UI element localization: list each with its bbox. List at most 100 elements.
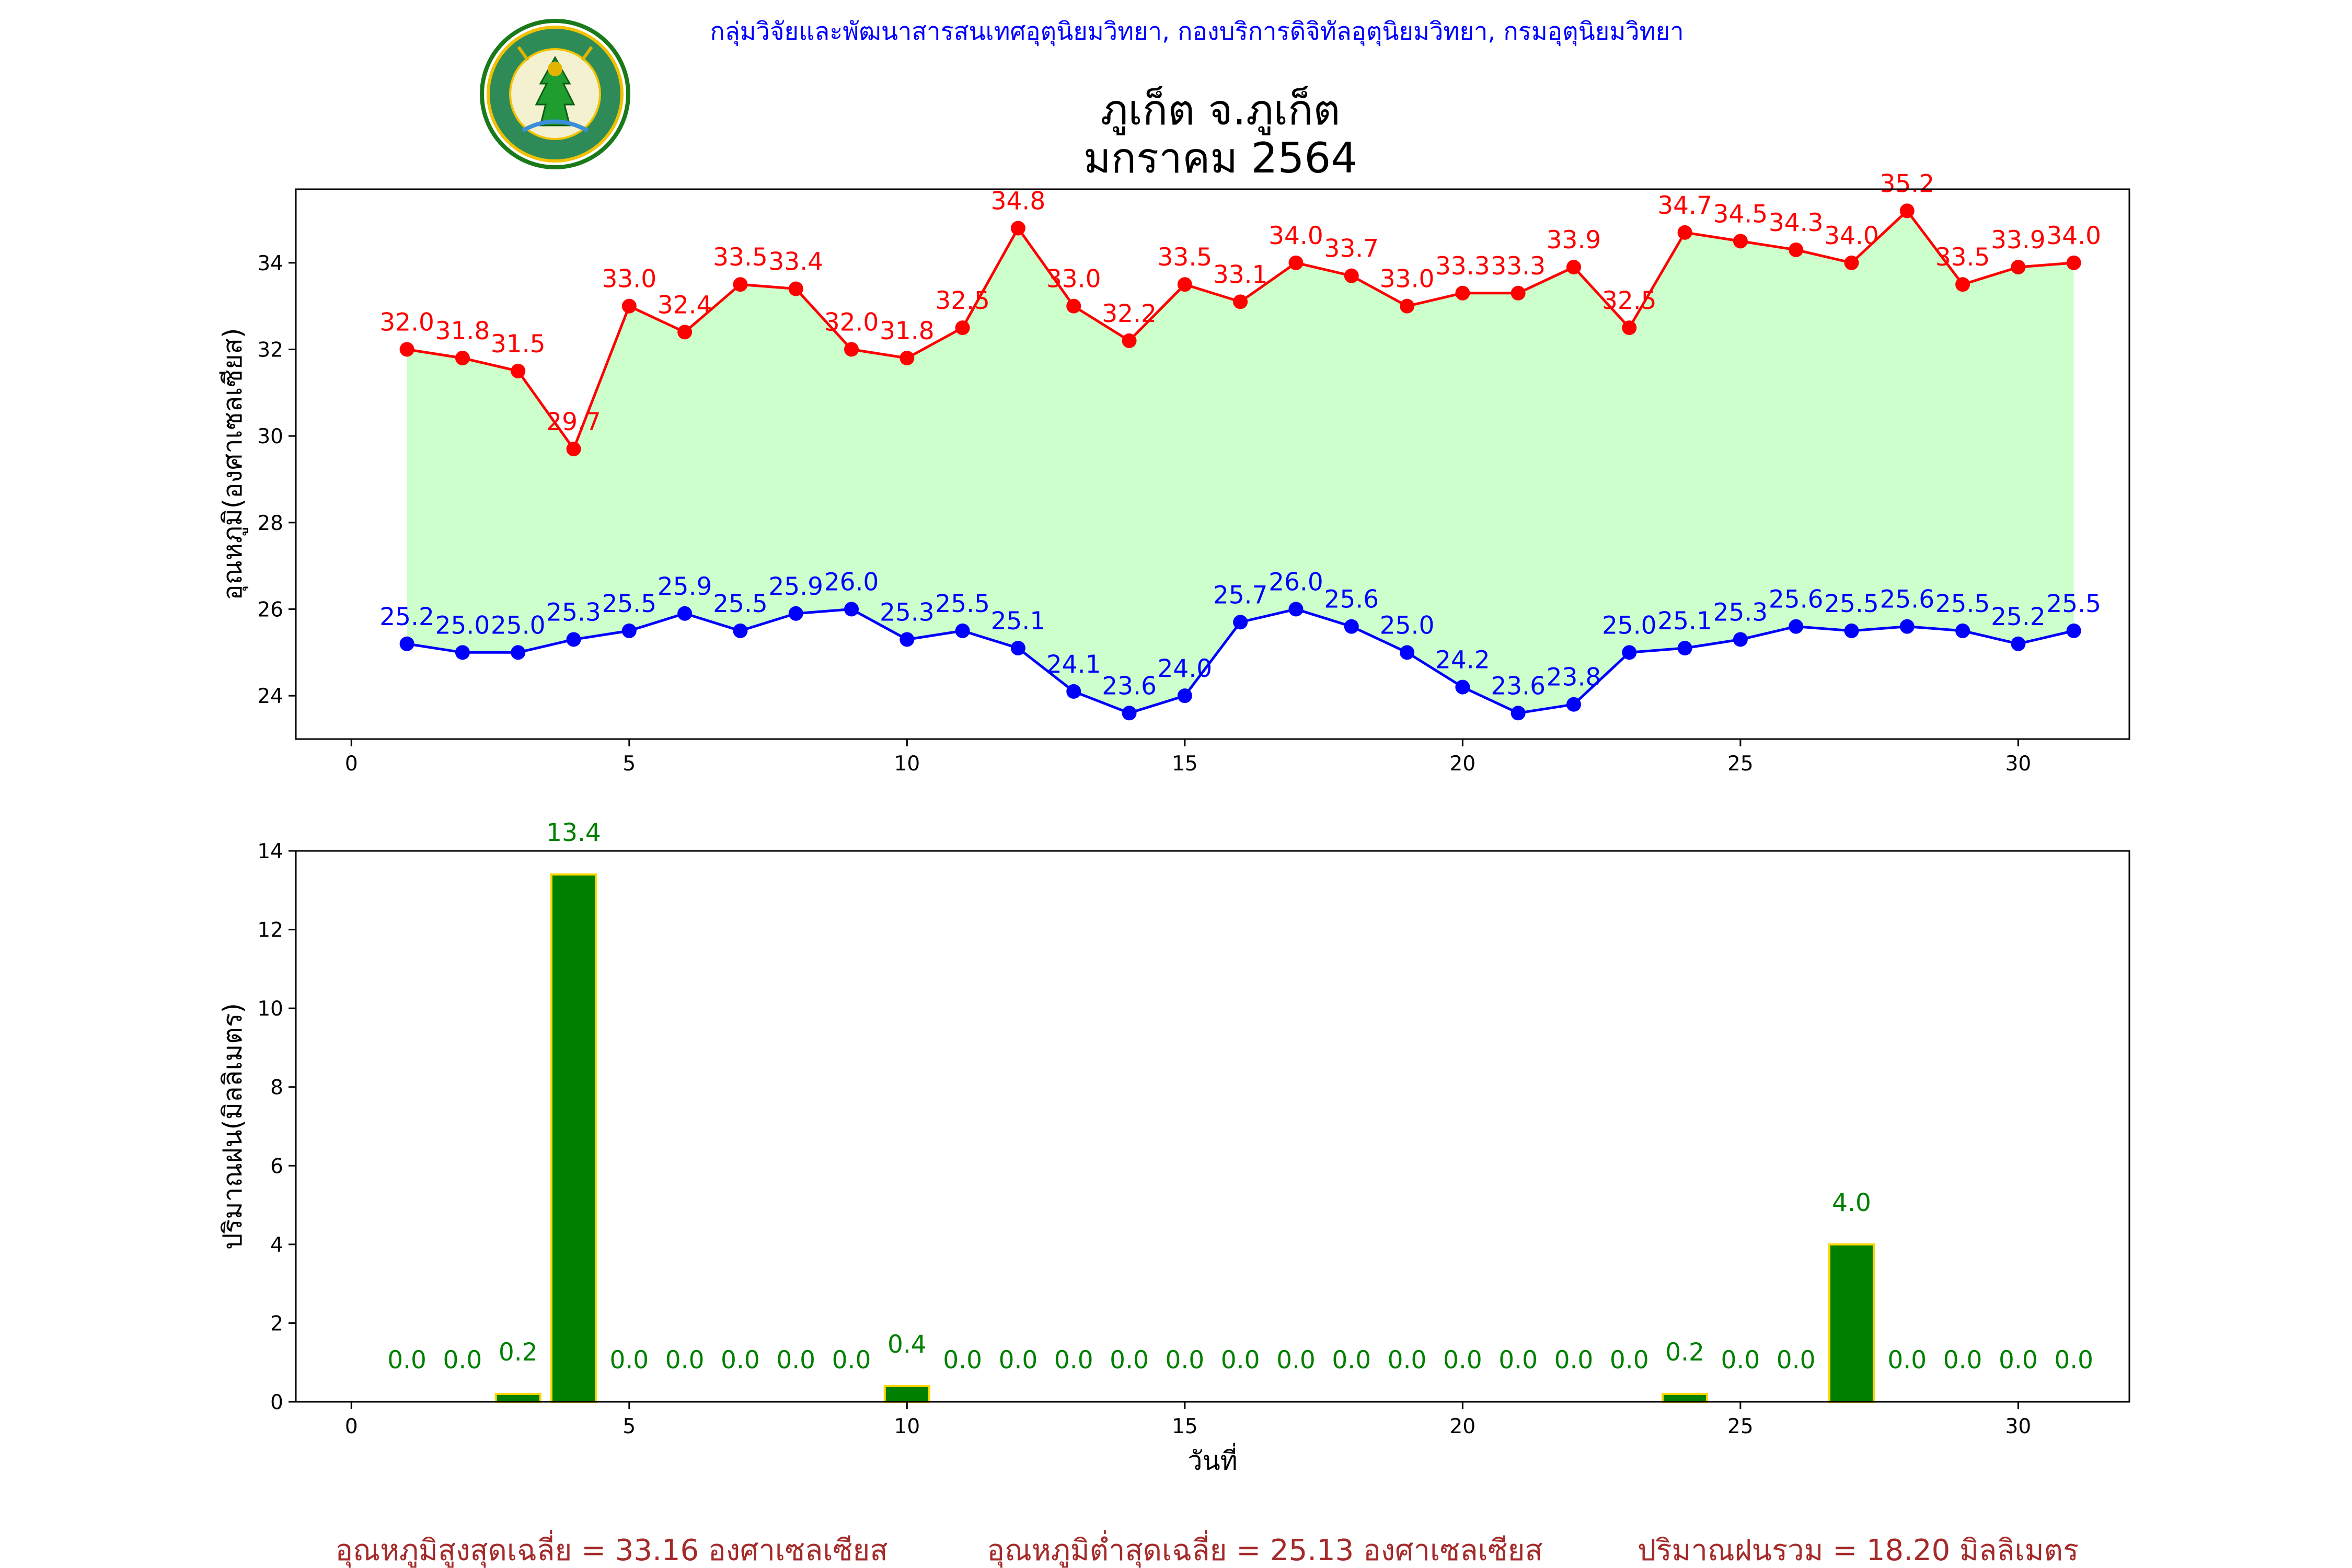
temperature-min-point [2011, 636, 2026, 651]
temperature-min-label: 25.5 [935, 590, 990, 618]
temperature-min-point [1622, 645, 1637, 660]
temperature-min-label: 23.6 [1102, 672, 1157, 700]
rainfall-y-tick-label: 8 [270, 1076, 283, 1100]
rainfall-value-label: 0.0 [1943, 1346, 1982, 1375]
temperature-max-point [1733, 234, 1748, 249]
temperature-max-label: 33.3 [1491, 252, 1546, 281]
temperature-min-label: 25.0 [1602, 611, 1657, 640]
temperature-min-point [1566, 697, 1581, 712]
temperature-plot-frame [295, 188, 2130, 740]
rainfall-y-tick-label: 10 [257, 997, 283, 1021]
rainfall-x-tick-label: 15 [1172, 1415, 1198, 1438]
temperature-max-point [1455, 285, 1470, 301]
temperature-max-label: 32.2 [1102, 299, 1157, 328]
chart-title-month: มกราคม 2564 [1083, 134, 1357, 182]
temperature-max-point [1177, 277, 1192, 292]
temperature-max-point [2066, 255, 2081, 270]
temperature-max-point [1400, 298, 1415, 314]
temperature-y-tick-label: 30 [257, 425, 283, 448]
rainfall-bar [883, 1385, 930, 1403]
temperature-y-tick-label: 24 [257, 685, 283, 708]
temperature-min-point [1177, 688, 1192, 704]
rainfall-value-label: 0.0 [943, 1346, 982, 1375]
temperature-max-point [1955, 277, 1970, 292]
temperature-max-point [511, 363, 526, 378]
temperature-min-label: 25.9 [658, 572, 712, 601]
temperature-y-axis-title: อุณหภูมิ(องศาเซลเซียส) [217, 328, 248, 600]
temperature-max-label: 29.7 [546, 408, 601, 436]
temperature-max-label: 31.8 [435, 317, 490, 345]
temperature-min-label: 25.5 [602, 590, 656, 618]
temperature-max-label: 33.5 [1935, 243, 1990, 272]
temperature-max-label: 35.2 [1880, 169, 1934, 198]
temperature-max-point [1066, 298, 1081, 314]
temperature-max-point [1622, 320, 1637, 336]
temperature-min-label: 25.0 [1380, 611, 1435, 640]
rainfall-x-tick-label: 20 [1450, 1415, 1476, 1438]
temperature-min-point [1233, 615, 1248, 630]
temperature-max-label: 34.7 [1657, 191, 1712, 220]
temperature-max-label: 34.0 [1824, 222, 1879, 250]
rainfall-bar [1662, 1392, 1709, 1403]
temperature-x-tick-label: 30 [2005, 752, 2032, 776]
temperature-max-point [566, 442, 581, 457]
rainfall-y-tick-label: 6 [270, 1155, 283, 1178]
temperature-min-point [1955, 623, 1970, 638]
temperature-min-label: 25.9 [768, 572, 823, 601]
temperature-min-label: 24.0 [1158, 654, 1213, 683]
temperature-max-label: 32.0 [379, 308, 434, 337]
temperature-max-label: 33.4 [768, 248, 823, 276]
rainfall-value-label: 0.4 [887, 1330, 927, 1359]
temperature-min-point [399, 636, 414, 651]
temperature-max-point [1233, 294, 1248, 309]
rainfall-value-label: 0.0 [776, 1346, 815, 1375]
temperature-max-point [621, 298, 637, 314]
temperature-min-point [1733, 632, 1748, 647]
temperature-max-point [788, 281, 803, 296]
temperature-max-point [900, 351, 915, 366]
temperature-min-label: 23.8 [1547, 663, 1601, 692]
temperature-y-tick-label: 26 [257, 598, 283, 621]
temperature-min-label: 25.3 [546, 598, 601, 627]
temperature-x-tick-label: 25 [1727, 752, 1754, 776]
temperature-max-point [1789, 242, 1804, 257]
temperature-min-label: 26.0 [824, 568, 879, 596]
rainfall-y-tick-label: 2 [270, 1312, 283, 1335]
rainfall-value-label: 0.0 [1332, 1346, 1371, 1375]
rainfall-value-label: 13.4 [546, 818, 601, 847]
rainfall-value-label: 0.0 [1165, 1346, 1204, 1375]
temperature-max-point [1899, 203, 1915, 218]
temperature-x-tick-label: 10 [894, 752, 920, 776]
temperature-min-label: 25.0 [435, 611, 490, 640]
temperature-y-tick-label: 34 [257, 252, 283, 275]
rainfall-y-tick-label: 14 [257, 840, 283, 863]
temperature-max-point [455, 351, 470, 366]
rainfall-value-label: 0.0 [1887, 1346, 1927, 1375]
temperature-max-label: 31.5 [491, 330, 546, 359]
temperature-x-tick-label: 0 [345, 752, 358, 776]
rainfall-value-label: 0.0 [1443, 1346, 1482, 1375]
temperature-labels-layer: 32.0 31.8 31.529.733.032.433.5 33.432.0 31.8… [379, 169, 2101, 700]
temperature-range-fill [407, 211, 2074, 713]
rainfall-value-label: 0.0 [1388, 1346, 1427, 1375]
temperature-max-label: 31.8 [880, 317, 935, 345]
temperature-min-label: 25.5 [1935, 590, 1990, 618]
temperature-max-label: 34.0 [1269, 222, 1323, 250]
temperature-max-label: 33.0 [1380, 265, 1435, 294]
rainfall-bar [494, 1392, 541, 1403]
rainfall-value-label: 0.0 [1610, 1346, 1649, 1375]
temperature-min-label: 25.2 [379, 603, 434, 631]
temperature-min-point [955, 623, 970, 638]
temperature-max-point [677, 325, 693, 340]
temperature-max-point [399, 342, 414, 357]
temperature-min-point [1677, 641, 1692, 656]
temperature-min-point [1511, 706, 1526, 721]
rainfall-value-label: 0.0 [387, 1346, 426, 1375]
temperature-max-label: 34.8 [991, 187, 1046, 216]
temperature-min-point [511, 645, 526, 660]
temperature-max-label: 33.0 [602, 265, 656, 294]
temperature-min-point [1122, 706, 1137, 721]
temperature-min-point [1010, 641, 1025, 656]
temperature-min-point [1344, 619, 1359, 634]
temperature-max-point [955, 320, 970, 336]
